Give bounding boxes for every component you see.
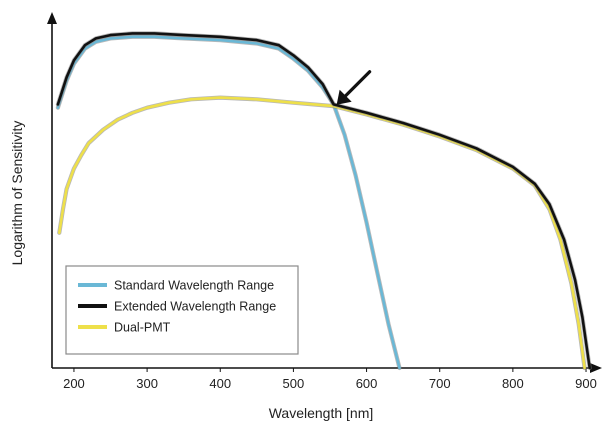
y-axis-arrowhead xyxy=(47,12,57,24)
x-ticks: 200 300 400 500 600 700 800 900 xyxy=(63,368,597,391)
y-axis-title: Logarithm of Sensitivity xyxy=(9,121,25,266)
series-line-extended-wavelength-range xyxy=(56,32,592,370)
series-line-dual-pmt xyxy=(57,96,586,370)
legend: Standard Wavelength Range Extended Wavele… xyxy=(65,265,299,355)
x-axis-arrowhead xyxy=(590,363,602,373)
x-tick-label: 200 xyxy=(63,376,85,391)
legend-box xyxy=(65,265,299,355)
x-axis-title: Wavelength [nm] xyxy=(269,405,374,421)
x-tick-label: 700 xyxy=(429,376,451,391)
legend-label: Extended Wavelength Range xyxy=(114,300,276,314)
legend-label: Standard Wavelength Range xyxy=(114,279,274,293)
x-tick-label: 300 xyxy=(136,376,158,391)
legend-label: Dual-PMT xyxy=(114,321,171,335)
arrow-head xyxy=(336,89,352,105)
annotation-arrow xyxy=(336,70,372,105)
x-tick-label: 600 xyxy=(356,376,378,391)
x-tick-label: 400 xyxy=(209,376,231,391)
arrow-shaft xyxy=(342,70,372,100)
x-tick-label: 900 xyxy=(575,376,597,391)
x-tick-label: 500 xyxy=(283,376,305,391)
axes xyxy=(47,12,602,373)
series-lines xyxy=(55,31,592,371)
series-line-standard-wavelength-range xyxy=(56,35,401,370)
x-tick-label: 800 xyxy=(502,376,524,391)
